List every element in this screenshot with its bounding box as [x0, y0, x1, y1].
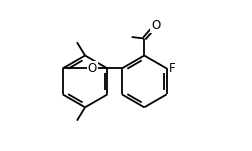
- Text: O: O: [151, 19, 160, 32]
- Text: O: O: [87, 62, 97, 75]
- Text: F: F: [169, 62, 175, 75]
